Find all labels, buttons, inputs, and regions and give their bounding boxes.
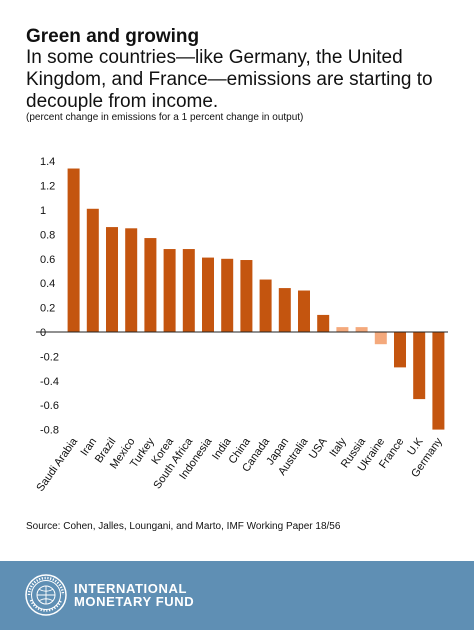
- y-axis: 1.4 1.2 1 0.8 0.6 0.4 0.2 0 -0.2 -0.4 -0.6 -0.8: [40, 156, 59, 436]
- imf-wordmark: INTERNATIONAL MONETARY FUND: [74, 582, 194, 608]
- bar-saudi-arabia: [67, 168, 80, 332]
- bar-japan: [278, 288, 291, 332]
- bar-turkey: [144, 238, 157, 332]
- y-tick-label: 0.8: [40, 229, 55, 241]
- bar-china: [240, 260, 253, 332]
- bar-italy: [336, 327, 349, 332]
- org-line-1: INTERNATIONAL: [74, 581, 187, 596]
- y-tick-label: 1.2: [40, 181, 55, 193]
- bar-india: [221, 258, 234, 332]
- source-note: Source: Cohen, Jalles, Loungani, and Mar…: [26, 521, 341, 532]
- bar-australia: [298, 290, 310, 332]
- bar-germany: [432, 332, 445, 430]
- chart-note: (percent change in emissions for a 1 per…: [26, 112, 304, 123]
- bar-korea: [163, 249, 176, 332]
- org-line-2: MONETARY FUND: [74, 594, 195, 609]
- y-tick-label: -0.6: [40, 400, 59, 412]
- imf-seal-icon: [25, 574, 67, 616]
- y-tick-label: 0.4: [40, 278, 55, 290]
- x-axis-labels: Saudi ArabiaIranBrazilMexicoTurkeyKoreaS…: [34, 435, 445, 494]
- bar-usa: [317, 314, 330, 332]
- bars: [67, 168, 445, 430]
- footer-bar: INTERNATIONAL MONETARY FUND: [0, 561, 474, 630]
- x-tick-label: Saudi Arabia: [34, 435, 80, 494]
- bar-south-africa: [182, 249, 195, 332]
- bar-iran: [86, 208, 99, 332]
- bar-russia: [355, 327, 368, 332]
- y-tick-label: 0: [40, 327, 46, 339]
- x-tick-label: USA: [307, 435, 330, 461]
- y-tick-label: -0.4: [40, 376, 59, 388]
- bar-chart: 1.4 1.2 1 0.8 0.6 0.4 0.2 0 -0.2 -0.4 -0.6 -0.8 Sau…: [34, 156, 448, 494]
- y-tick-label: 1: [40, 205, 46, 217]
- y-tick-label: 0.6: [40, 254, 55, 266]
- chart-title: Green and growing: [26, 26, 200, 47]
- y-tick-label: 0.2: [40, 303, 55, 315]
- y-tick-label: -0.8: [40, 425, 59, 437]
- y-tick-label: 1.4: [40, 156, 55, 168]
- bar-canada: [259, 279, 272, 332]
- bar-mexico: [125, 228, 138, 332]
- bar-indonesia: [202, 257, 214, 332]
- bar-brazil: [106, 227, 118, 332]
- bar-u-k: [413, 332, 426, 400]
- y-tick-label: -0.2: [40, 351, 59, 363]
- chart-subtitle: In some countries—like Germany, the Unit…: [26, 47, 433, 112]
- bar-france: [394, 332, 406, 368]
- bar-ukraine: [374, 332, 387, 345]
